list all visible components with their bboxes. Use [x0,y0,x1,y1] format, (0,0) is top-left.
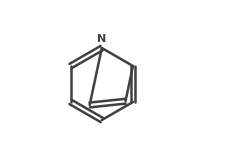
Text: N: N [97,34,106,44]
